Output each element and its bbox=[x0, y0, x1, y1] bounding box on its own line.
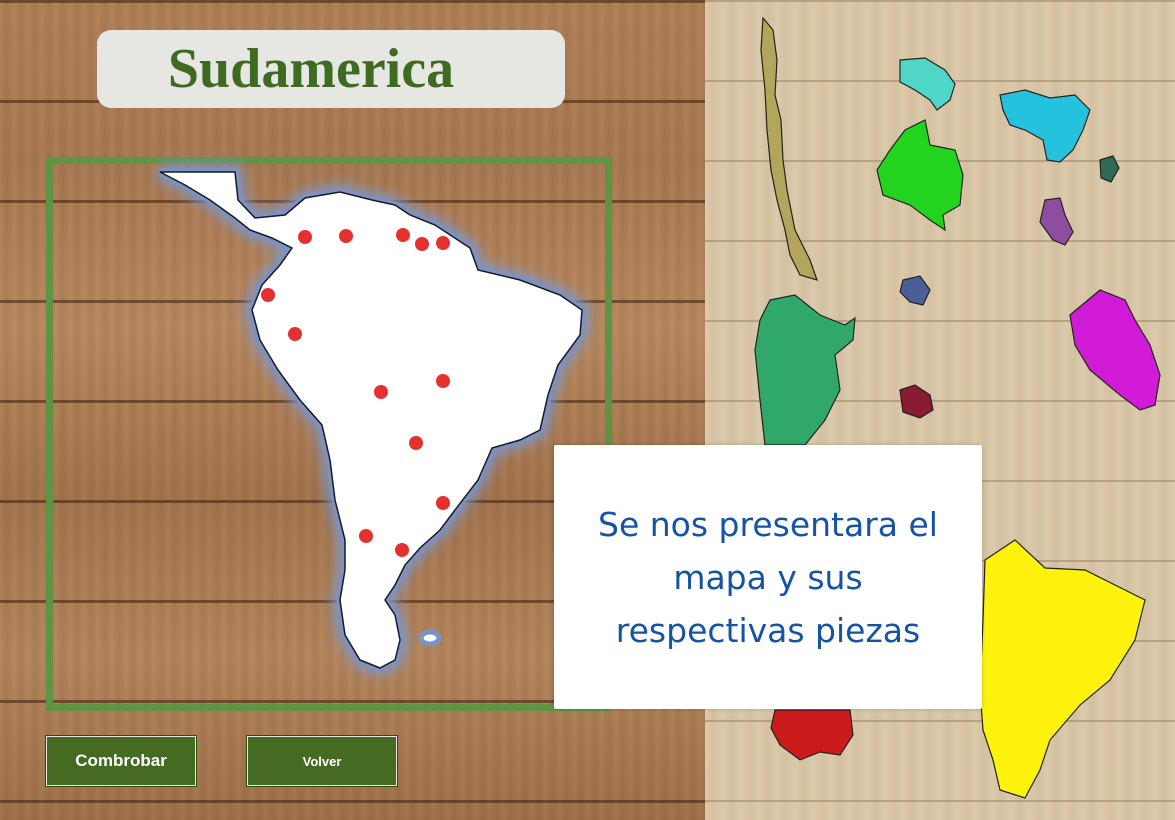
drop-marker[interactable] bbox=[298, 230, 312, 244]
info-dialog[interactable]: Se nos presentara el mapa y sus respecti… bbox=[554, 445, 982, 709]
back-button[interactable]: Volver bbox=[247, 736, 397, 786]
drop-markers bbox=[261, 228, 450, 557]
piece-uruguay[interactable] bbox=[899, 384, 934, 419]
piece-guyana[interactable] bbox=[1039, 197, 1074, 246]
puzzle-pieces-area bbox=[754, 16, 1161, 799]
drop-marker[interactable] bbox=[436, 496, 450, 510]
page-title: Sudamerica bbox=[167, 38, 455, 100]
south-america-map bbox=[156, 164, 591, 677]
piece-argentina[interactable] bbox=[754, 294, 856, 446]
drop-marker[interactable] bbox=[288, 327, 302, 341]
drop-marker[interactable] bbox=[396, 228, 410, 242]
drop-marker[interactable] bbox=[409, 436, 423, 450]
map-drop-frame bbox=[46, 157, 612, 711]
piece-venezuela[interactable] bbox=[999, 89, 1091, 163]
check-button[interactable]: Combrobar bbox=[46, 736, 196, 786]
drop-marker[interactable] bbox=[395, 543, 409, 557]
map-outline bbox=[159, 171, 583, 669]
drop-marker[interactable] bbox=[436, 374, 450, 388]
falkland-islands bbox=[418, 629, 442, 647]
piece-suriname[interactable] bbox=[1099, 155, 1120, 183]
info-message: Se nos presentara el mapa y sus respecti… bbox=[598, 504, 938, 650]
drop-marker[interactable] bbox=[261, 288, 275, 302]
piece-chile[interactable] bbox=[760, 16, 818, 281]
piece-paraguay[interactable] bbox=[899, 57, 956, 111]
drop-marker[interactable] bbox=[374, 385, 388, 399]
piece-colombia[interactable] bbox=[876, 119, 964, 232]
drop-marker[interactable] bbox=[359, 529, 373, 543]
piece-bolivia[interactable] bbox=[770, 709, 854, 761]
drop-marker[interactable] bbox=[436, 236, 450, 250]
title-banner: Sudamerica bbox=[97, 30, 565, 108]
drop-marker[interactable] bbox=[339, 229, 353, 243]
piece-brazil[interactable] bbox=[979, 539, 1146, 799]
piece-ecuador[interactable] bbox=[899, 275, 931, 306]
piece-peru[interactable] bbox=[1069, 289, 1161, 411]
drop-marker[interactable] bbox=[415, 237, 429, 251]
